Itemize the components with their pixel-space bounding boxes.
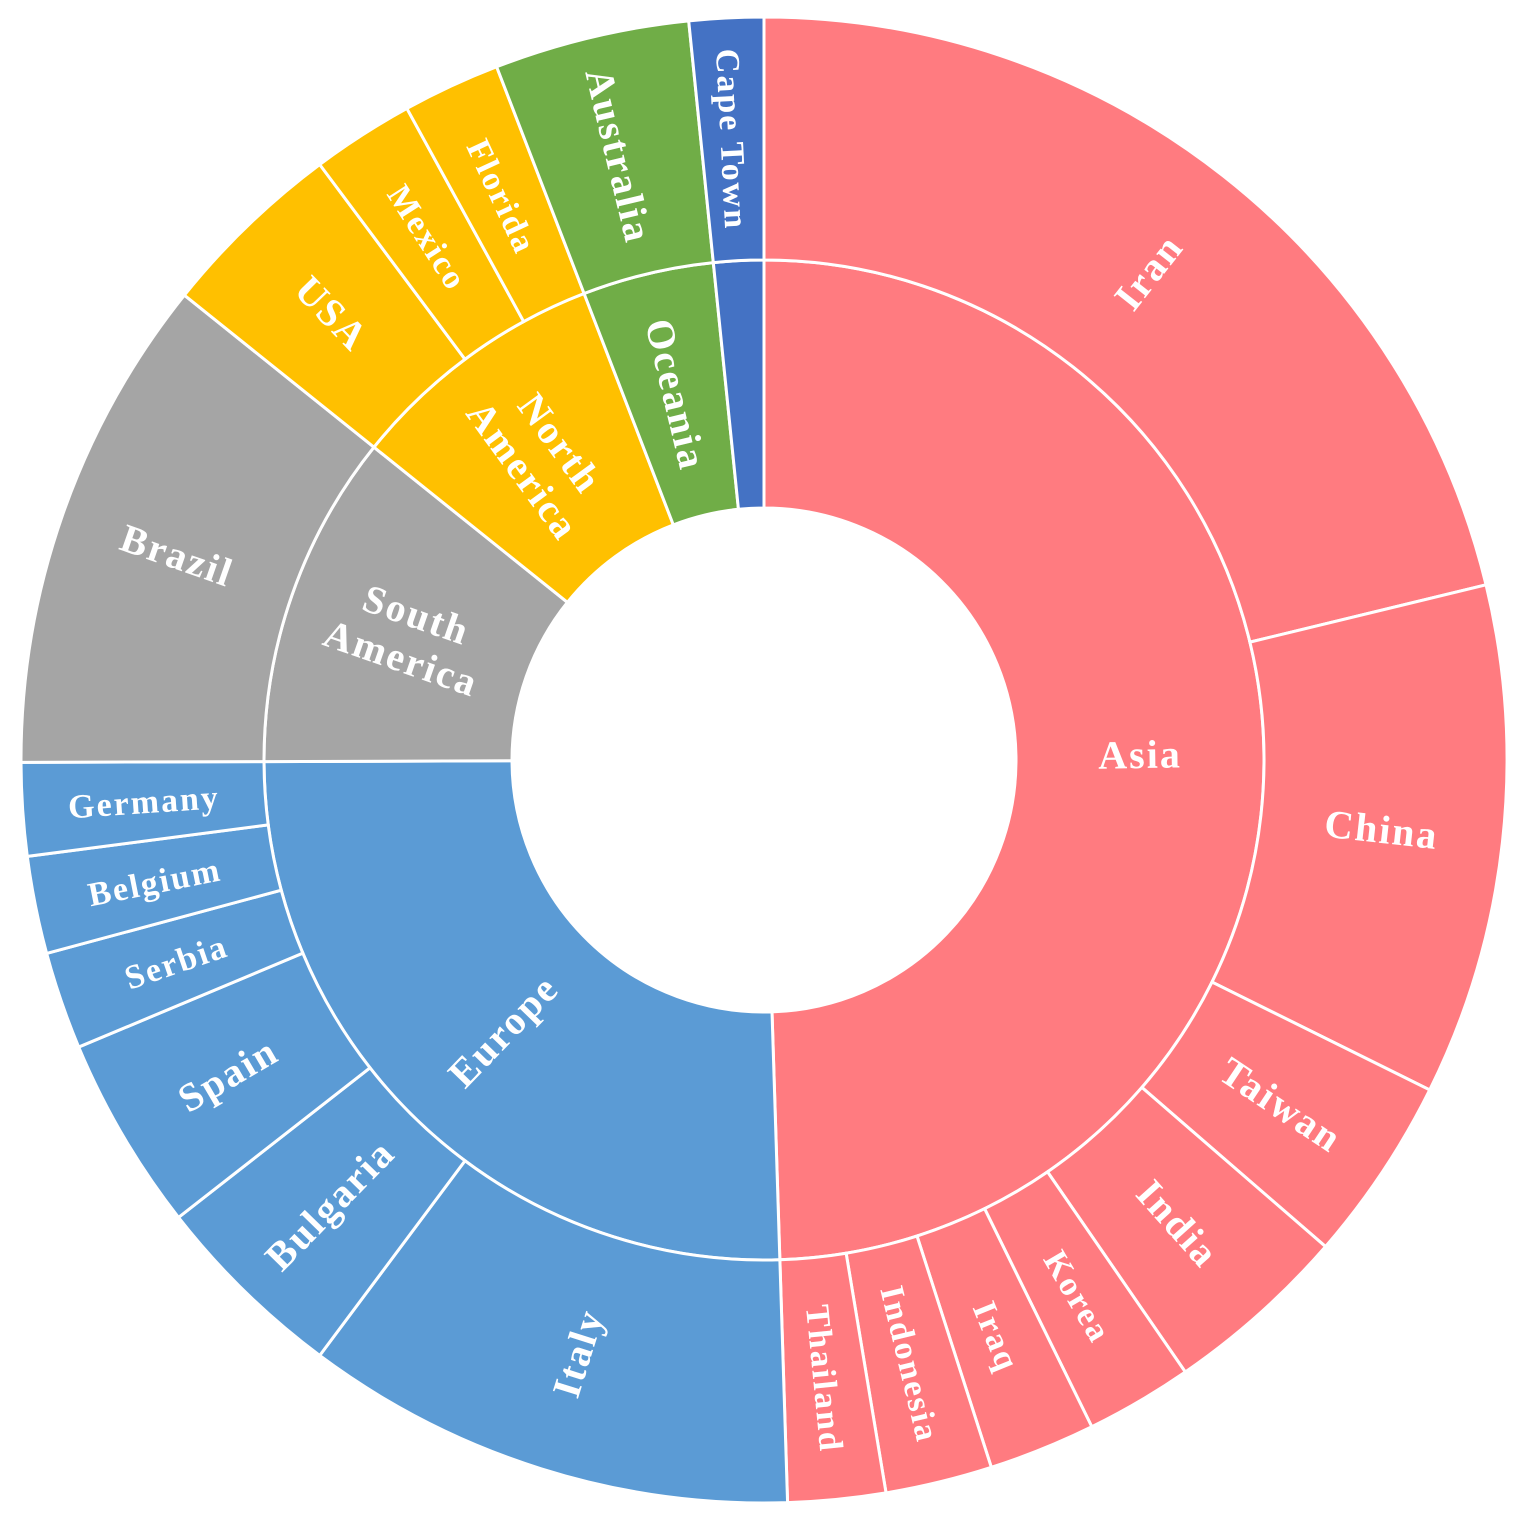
segment-outer-iran <box>762 15 1488 644</box>
label-inner-asia: Asia <box>1098 731 1182 777</box>
inner-ring <box>262 258 1266 1262</box>
outer-ring <box>19 15 1509 1505</box>
segment-outer-cape-town <box>687 15 766 265</box>
label-outer-cape-town: Cape Town <box>708 48 754 231</box>
